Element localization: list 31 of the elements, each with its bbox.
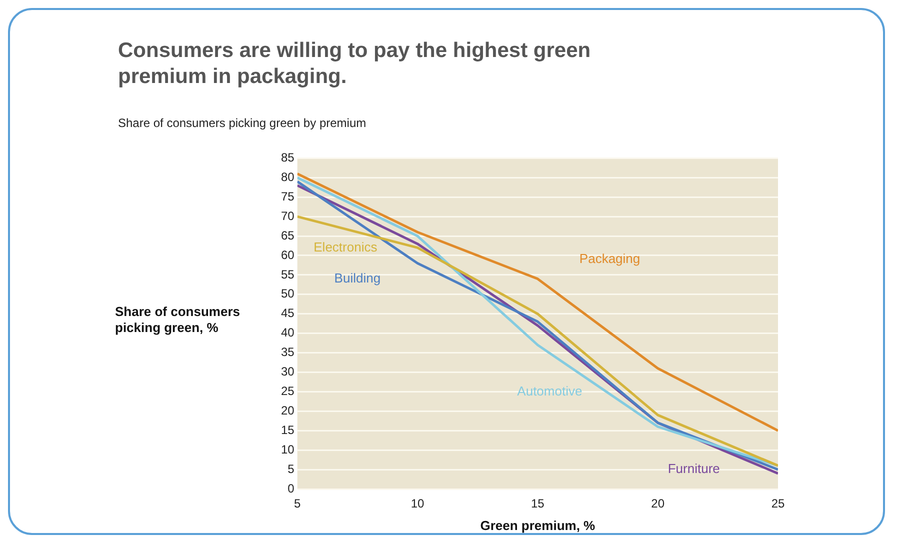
y-tick-label: 60 — [280, 248, 295, 262]
y-tick-label: 30 — [280, 364, 295, 379]
y-tick-label: 5 — [288, 462, 295, 476]
x-tick-label: 10 — [410, 496, 425, 511]
y-tick-label: 70 — [280, 208, 295, 223]
y-tick-label: 65 — [280, 228, 295, 242]
text: Building — [334, 270, 381, 286]
y-tick-label: 40 — [280, 326, 295, 340]
chart-subtitle: Share of consumers picking green by premium — [118, 116, 366, 130]
y-tick-label: 75 — [280, 189, 295, 204]
text: Packaging — [579, 250, 640, 266]
y-tick-label: 85 — [280, 150, 295, 165]
y-tick-label: 55 — [280, 267, 295, 282]
y-tick-label: 10 — [280, 442, 295, 456]
y-axis-title: Share of consumers picking green, % — [115, 304, 241, 336]
x-tick-label: 25 — [771, 496, 785, 511]
y-tick-label: 35 — [280, 345, 295, 360]
series-label: Automotive — [517, 383, 582, 398]
chart-title: Consumers are willing to pay the highest green premium in packaging. — [118, 38, 592, 90]
y-tick-label: 80 — [280, 170, 295, 184]
y-tick-label: 50 — [280, 286, 295, 301]
series-label: Furniture — [668, 461, 720, 476]
series-label: Electronics — [314, 239, 378, 254]
x-tick-label: 20 — [651, 496, 665, 511]
x-tick-label: 15 — [530, 496, 545, 511]
y-tick-label: 0 — [288, 481, 295, 496]
y-tick-label: 45 — [280, 306, 295, 320]
y-tick-label: 15 — [280, 422, 295, 437]
y-tick-label: 25 — [280, 384, 295, 398]
x-axis-title: Green premium, % — [480, 518, 596, 533]
y-tick-label: 20 — [280, 403, 295, 418]
